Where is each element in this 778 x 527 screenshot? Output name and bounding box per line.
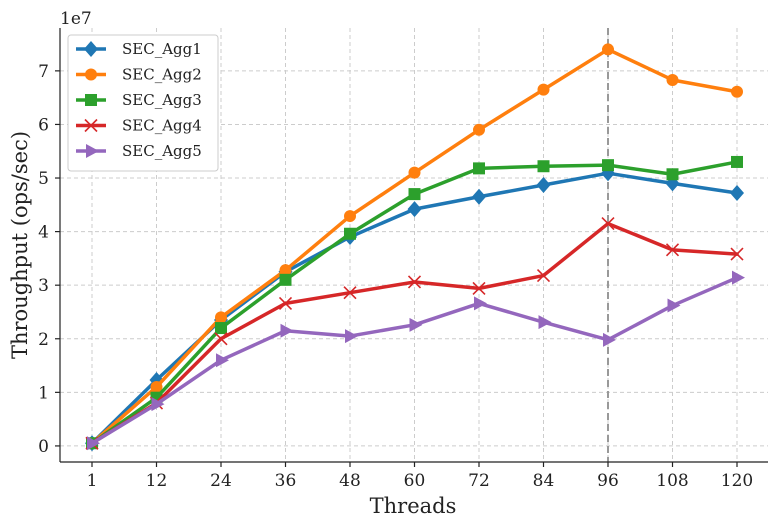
data-point xyxy=(732,270,745,285)
data-point xyxy=(87,436,100,451)
data-point xyxy=(536,176,551,193)
data-point xyxy=(84,118,98,133)
data-point xyxy=(343,286,357,300)
y-tick-label: 5 xyxy=(38,169,49,189)
data-point xyxy=(665,243,680,257)
y-axis-label: Throughput (ops/sec) xyxy=(8,131,32,359)
x-tick-label: 72 xyxy=(468,471,490,491)
x-tick-label: 48 xyxy=(339,471,361,491)
data-point xyxy=(409,317,423,332)
data-point-stroke xyxy=(536,268,551,283)
x-tick-label: 1 xyxy=(87,471,98,491)
data-point xyxy=(408,188,421,201)
data-point xyxy=(472,281,486,295)
data-point xyxy=(730,185,744,202)
y-tick-label: 0 xyxy=(38,437,49,457)
legend-entry: SEC_Agg3 xyxy=(76,91,202,109)
data-point xyxy=(408,166,421,179)
data-point xyxy=(603,332,616,347)
data-point-stroke xyxy=(472,281,486,295)
legend-entry: SEC_Agg2 xyxy=(76,66,202,84)
series-sec_agg5 xyxy=(87,270,745,451)
data-point xyxy=(344,210,356,223)
y-tick-label: 7 xyxy=(38,62,49,82)
data-point-stroke xyxy=(601,217,615,231)
x-axis-label: Threads xyxy=(370,494,457,518)
legend-label: SEC_Agg3 xyxy=(122,91,202,109)
y-tick-label: 1 xyxy=(38,383,49,403)
y-tick-label: 2 xyxy=(38,330,49,350)
data-point xyxy=(666,73,679,86)
x-tick-label: 12 xyxy=(146,471,168,491)
y-scale-label: 1e7 xyxy=(60,9,92,29)
data-point xyxy=(666,168,679,181)
data-point xyxy=(601,217,615,231)
data-point xyxy=(730,247,744,261)
x-tick-label: 96 xyxy=(597,471,619,491)
legend-entry: SEC_Agg1 xyxy=(76,40,202,58)
legend-entry: SEC_Agg5 xyxy=(76,142,202,160)
legend-label: SEC_Agg1 xyxy=(122,40,202,58)
data-point xyxy=(473,162,485,175)
data-point xyxy=(473,123,485,136)
x-tick-label: 84 xyxy=(533,471,555,491)
x-tick-label: 120 xyxy=(721,471,753,491)
y-tick-label: 3 xyxy=(38,276,49,296)
x-tick-label: 108 xyxy=(656,471,688,491)
data-point xyxy=(538,315,552,330)
data-point-stroke xyxy=(84,118,98,133)
data-point xyxy=(216,353,229,368)
data-point xyxy=(474,296,487,311)
legend-entry: SEC_Agg4 xyxy=(76,117,202,135)
data-point-stroke xyxy=(343,286,357,300)
x-tick-label: 60 xyxy=(404,471,426,491)
series-line xyxy=(90,221,739,445)
series-sec_agg4 xyxy=(85,217,744,450)
data-point xyxy=(602,159,614,172)
data-point xyxy=(85,68,97,81)
data-point xyxy=(279,273,292,286)
data-point xyxy=(151,397,165,412)
legend-label: SEC_Agg5 xyxy=(122,142,202,160)
data-point xyxy=(731,85,743,98)
x-tick-label: 24 xyxy=(210,471,232,491)
data-point xyxy=(280,323,294,338)
data-point xyxy=(472,188,486,205)
legend-label: SEC_Agg2 xyxy=(122,66,202,84)
data-point xyxy=(536,268,551,283)
data-point xyxy=(278,296,293,310)
data-point-stroke xyxy=(665,243,680,257)
data-point xyxy=(731,155,743,168)
data-point xyxy=(215,311,227,324)
y-tick-label: 6 xyxy=(38,115,49,135)
data-point-stroke xyxy=(278,296,293,310)
data-point-stroke xyxy=(730,247,744,261)
data-point xyxy=(344,227,356,240)
data-point xyxy=(84,41,98,57)
data-point xyxy=(279,264,292,277)
data-point xyxy=(214,332,228,346)
data-point xyxy=(602,43,614,56)
data-point xyxy=(85,94,97,106)
data-point xyxy=(407,275,422,289)
data-point xyxy=(150,380,163,393)
legend: SEC_Agg1 SEC_Agg2 SEC_Agg3 SEC_Agg4 SEC_Agg5 xyxy=(67,34,219,172)
series-layer xyxy=(85,43,745,452)
data-point-stroke xyxy=(407,275,422,289)
x-tick-label: 36 xyxy=(275,471,297,491)
y-tick-label: 4 xyxy=(38,223,49,243)
data-point xyxy=(667,298,681,313)
data-point xyxy=(86,144,99,158)
legend-frame xyxy=(67,34,219,172)
data-point xyxy=(407,201,422,218)
data-point xyxy=(537,83,550,96)
data-point xyxy=(537,160,550,173)
legend-label: SEC_Agg4 xyxy=(122,117,202,135)
data-point xyxy=(345,329,358,344)
data-point xyxy=(215,322,227,335)
data-point-stroke xyxy=(214,332,228,346)
